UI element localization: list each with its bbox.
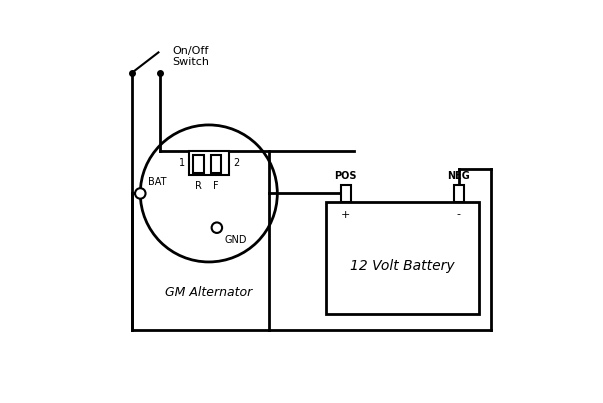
Bar: [194, 154, 204, 172]
Text: R: R: [195, 181, 202, 191]
Text: 2: 2: [233, 158, 239, 168]
Bar: [453, 185, 464, 202]
Text: BAT: BAT: [148, 177, 166, 187]
Text: -: -: [456, 210, 461, 220]
Bar: [326, 202, 479, 314]
Text: NEG: NEG: [447, 171, 470, 181]
Text: On/Off
Switch: On/Off Switch: [172, 46, 209, 67]
Circle shape: [135, 188, 145, 199]
Text: +: +: [341, 210, 350, 220]
Text: GM Alternator: GM Alternator: [165, 286, 253, 299]
Bar: [211, 154, 221, 172]
Circle shape: [212, 222, 222, 233]
Text: POS: POS: [335, 171, 357, 181]
Bar: [189, 150, 229, 175]
Bar: [341, 185, 351, 202]
Text: F: F: [213, 181, 218, 191]
Text: 12 Volt Battery: 12 Volt Battery: [350, 259, 455, 273]
Text: 1: 1: [178, 158, 185, 168]
Text: GND: GND: [225, 235, 247, 245]
